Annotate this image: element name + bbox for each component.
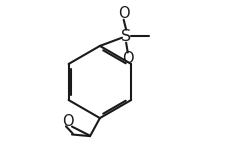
Text: O: O [117, 6, 129, 21]
Text: S: S [121, 29, 130, 44]
Text: O: O [122, 51, 133, 66]
Text: O: O [62, 114, 73, 129]
